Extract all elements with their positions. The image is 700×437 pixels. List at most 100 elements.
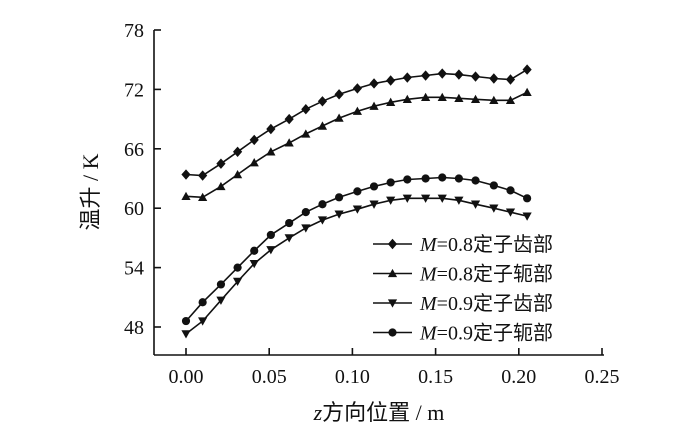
data-point-diamond [386,75,396,86]
data-point-triangle-down [334,210,344,219]
legend-marker-triangle-down [387,299,398,308]
data-point-triangle-down [437,194,447,203]
data-point-triangle-up [489,95,499,104]
data-point-circle [403,175,412,184]
data-point-triangle-up [369,101,379,110]
data-point-circle [438,173,447,182]
data-point-circle [334,193,344,202]
data-point-triangle-down [266,246,276,255]
y-tick-label: 54 [124,258,144,280]
legend-label: M=0.9定子轭部 [419,322,553,345]
data-point-triangle-up [505,95,516,104]
legend-label-text: =0.9定子轭部 [437,322,553,345]
data-point-circle [523,194,532,203]
x-tick-label: 0.10 [335,366,370,388]
y-tick-label: 66 [124,139,144,161]
data-point-triangle-up [454,93,464,102]
data-point-diamond [284,113,294,125]
data-point-triangle-down [301,224,311,233]
series-3 [181,194,532,339]
data-point-triangle-up [266,147,276,156]
data-point-circle [506,186,515,195]
data-point-circle [198,298,207,307]
data-point-triangle-down [505,208,516,217]
data-point-triangle-up [352,106,362,115]
data-point-triangle-up [317,121,328,130]
series-4 [181,173,532,326]
data-point-triangle-down [216,296,226,305]
legend-label-text: =0.9定子齿部 [437,292,553,315]
x-axis-title: z方向位置 / m [313,400,445,425]
data-point-circle [285,218,294,228]
legend-label-variable: M [419,323,438,345]
data-point-triangle-up [334,113,344,122]
data-point-triangle-down [284,234,294,243]
series-group [181,64,532,339]
data-point-diamond [437,68,447,79]
data-point-diamond [489,73,499,84]
data-point-diamond [505,74,516,85]
x-tick-label: 0.15 [418,366,453,388]
x-tick-label: 0.25 [585,366,620,388]
legend-label: M=0.9定子齿部 [419,292,553,315]
data-point-circle [233,263,242,272]
series-1 [181,64,532,181]
data-point-circle [266,230,275,240]
legend-marker-circle [388,328,397,337]
data-point-diamond [249,134,259,146]
x-ticks: 0.00 0.05 0.10 0.15 0.20 0.25 [169,348,620,388]
data-point-diamond [334,89,344,100]
data-point-triangle-up [198,192,208,201]
legend-label-text: =0.8定子齿部 [437,233,553,256]
data-point-circle [250,246,259,255]
data-point-diamond [266,123,276,135]
x-tick-label: 0.05 [252,366,287,388]
data-point-circle [353,187,362,196]
legend-label-text: =0.8定子轭部 [437,263,553,286]
data-point-triangle-down [489,204,499,213]
x-axis-title-rest: 方向位置 / m [322,400,444,425]
data-point-diamond [232,146,243,157]
legend-label: M=0.8定子轭部 [419,263,553,286]
data-point-circle [421,174,430,183]
data-point-triangle-down [232,277,243,287]
y-tick-label: 60 [124,198,144,220]
legend-label-variable: M [419,234,438,256]
data-point-triangle-down [369,200,379,209]
legend-marker-triangle-up [387,268,398,278]
data-point-triangle-down [198,317,208,326]
data-point-triangle-up [181,191,191,200]
data-point-triangle-up [249,158,259,167]
y-tick-label: 72 [124,79,144,101]
data-point-circle [369,182,379,191]
data-point-triangle-down [454,196,464,205]
y-tick-label: 48 [124,317,144,339]
data-point-triangle-up [301,129,311,138]
data-point-circle [216,280,226,289]
data-point-circle [489,181,498,190]
data-point-triangle-down [470,200,481,209]
data-point-diamond [421,70,431,81]
y-axis-title: 温升 / K [78,153,103,230]
legend-item: M=0.9定子齿部 [373,292,553,315]
data-point-diamond [301,104,311,115]
x-tick-label: 0.20 [501,366,536,388]
data-point-triangle-up [437,92,447,101]
data-point-triangle-down [249,259,259,269]
data-point-triangle-up [232,169,243,179]
data-point-triangle-down [386,196,396,205]
data-point-diamond [470,71,481,82]
y-tick-label: 78 [124,20,144,42]
data-point-triangle-up [216,181,226,191]
data-point-circle [181,316,191,326]
data-point-triangle-up [470,94,481,103]
data-point-circle [471,176,480,185]
data-point-diamond [369,78,379,89]
legend-item: M=0.8定子齿部 [373,233,553,256]
data-point-triangle-down [352,205,362,214]
legend-label-variable: M [419,264,438,286]
data-point-circle [454,174,463,183]
x-axis-title-italic: z [313,400,323,425]
data-point-diamond [317,96,328,107]
